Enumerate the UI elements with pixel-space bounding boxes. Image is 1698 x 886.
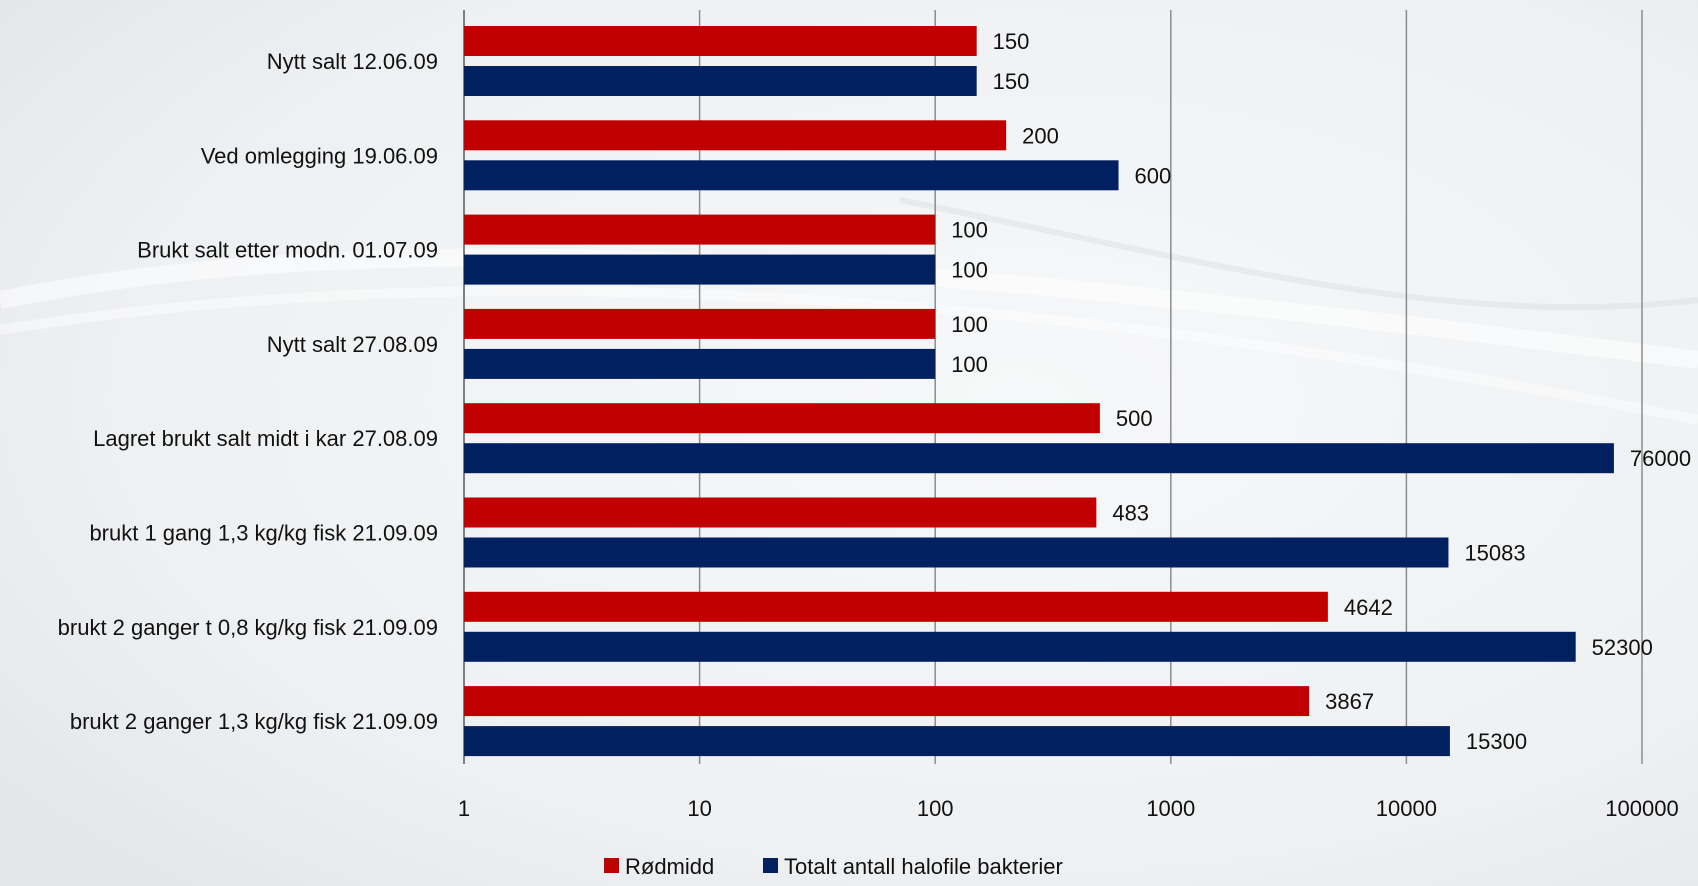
legend-swatch <box>763 858 778 873</box>
x-tick-label: 10000 <box>1376 796 1437 821</box>
bar <box>464 403 1100 434</box>
bar <box>464 537 1449 568</box>
data-label: 200 <box>1022 123 1059 148</box>
data-label: 76000 <box>1630 446 1691 471</box>
data-label: 52300 <box>1592 635 1653 660</box>
category-label: brukt 2 ganger t 0,8 kg/kg fisk 21.09.09 <box>58 615 438 640</box>
bar <box>464 26 977 56</box>
bar <box>464 726 1450 757</box>
legend: Rødmidd Totalt antall halofile bakterier <box>604 854 1063 879</box>
bar <box>464 120 1007 151</box>
bar <box>464 591 1328 622</box>
category-label: brukt 1 gang 1,3 kg/kg fisk 21.09.09 <box>89 521 438 546</box>
data-label: 4642 <box>1344 595 1393 620</box>
data-label: 15300 <box>1466 729 1527 754</box>
x-tick-label: 1000 <box>1146 796 1195 821</box>
data-label: 3867 <box>1325 689 1374 714</box>
x-axis-ticks: 1 10 100 1000 10000 100000 <box>458 796 1679 821</box>
category-label: Nytt salt 12.06.09 <box>267 49 438 74</box>
background-swoosh <box>899 197 1698 311</box>
legend-label: Rødmidd <box>625 854 714 879</box>
category-label: Nytt salt 27.08.09 <box>267 332 438 357</box>
data-label: 100 <box>951 258 988 283</box>
category-label: brukt 2 ganger 1,3 kg/kg fisk 21.09.09 <box>70 709 438 734</box>
bar <box>464 308 936 339</box>
legend-swatch <box>604 858 619 873</box>
x-tick-label: 100 <box>917 796 954 821</box>
bars <box>464 26 1614 757</box>
bar <box>464 443 1614 474</box>
data-label: 600 <box>1135 163 1172 188</box>
data-label: 500 <box>1116 406 1153 431</box>
x-tick-label: 10 <box>687 796 711 821</box>
legend-label: Totalt antall halofile bakterier <box>784 854 1063 879</box>
data-label: 150 <box>993 29 1030 54</box>
data-label: 100 <box>951 218 988 243</box>
x-tick-label: 1 <box>458 796 470 821</box>
data-label: 100 <box>951 352 988 377</box>
bar <box>464 66 977 96</box>
category-labels: Nytt salt 12.06.09 Ved omlegging 19.06.09… <box>58 49 438 734</box>
category-label: Ved omlegging 19.06.09 <box>201 143 438 168</box>
bar <box>464 160 1119 191</box>
bar <box>464 631 1576 662</box>
data-label: 15083 <box>1464 541 1525 566</box>
data-label: 483 <box>1112 501 1149 526</box>
category-label: Brukt salt etter modn. 01.07.09 <box>137 238 438 263</box>
x-tick-label: 100000 <box>1605 796 1678 821</box>
category-label: Lagret brukt salt midt i kar 27.08.09 <box>93 426 438 451</box>
data-label: 150 <box>993 69 1030 94</box>
bar <box>464 348 936 379</box>
bar <box>464 497 1097 528</box>
bar <box>464 686 1310 717</box>
bar <box>464 214 936 245</box>
background-swoosh <box>0 286 1698 425</box>
data-labels: 150 150 200 600 100 100 100 100 500 76000 483 15083… <box>951 29 1691 754</box>
bar <box>464 254 936 285</box>
data-label: 100 <box>951 312 988 337</box>
